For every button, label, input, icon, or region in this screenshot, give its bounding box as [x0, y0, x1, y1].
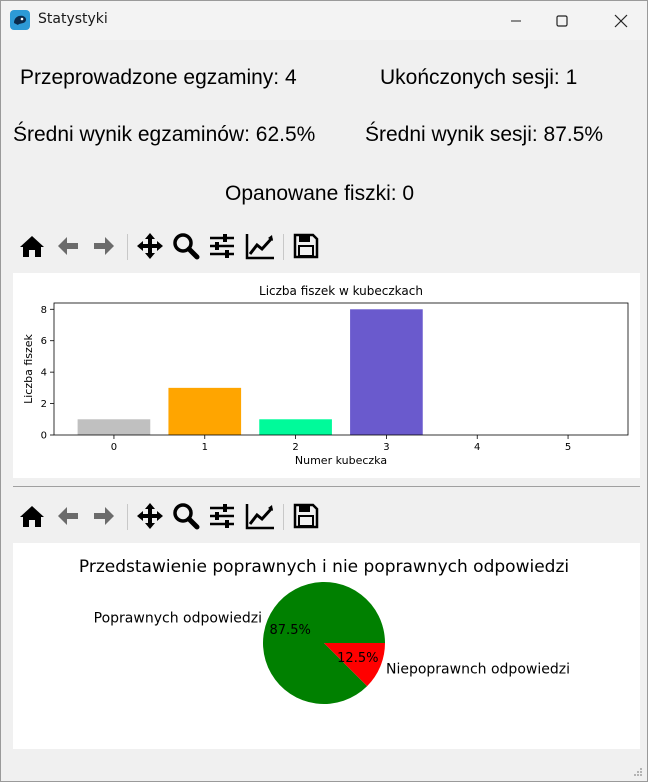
- pan-icon: [137, 233, 163, 259]
- back-arrow-icon: [58, 507, 78, 525]
- bar-0: [77, 419, 151, 435]
- back-arrow-icon: [58, 237, 78, 255]
- toolbar-separator: [127, 504, 128, 530]
- chart1-toolbar: [17, 230, 327, 264]
- pie-slice-1: [324, 643, 385, 687]
- pie-chart-title: Przedstawienie poprawnych i nie poprawny…: [79, 557, 569, 577]
- x-axis-label: Numer kubeczka: [295, 454, 387, 467]
- x-tick-label: 5: [565, 442, 571, 453]
- y-axis-label: Liczba fiszek: [22, 333, 35, 403]
- zoom-button[interactable]: [171, 500, 201, 532]
- maximize-icon: [556, 14, 568, 27]
- avg-session-label: Średni wynik sesji: 87.5%: [365, 123, 604, 146]
- y-tick-label: 4: [41, 368, 47, 379]
- forward-arrow-icon: [94, 237, 114, 255]
- configure-subplots-icon: [210, 234, 234, 258]
- forward-button[interactable]: [89, 230, 119, 262]
- save-button[interactable]: [291, 230, 321, 262]
- y-tick-label: 6: [41, 336, 47, 347]
- configure-subplots-button[interactable]: [207, 500, 237, 532]
- y-tick-label: 0: [41, 431, 47, 442]
- window-title: Statystyki: [38, 11, 108, 27]
- close-icon: [614, 14, 628, 27]
- zoom-button[interactable]: [171, 230, 201, 262]
- y-tick-label: 8: [41, 305, 47, 316]
- back-button[interactable]: [53, 500, 83, 532]
- back-button[interactable]: [53, 230, 83, 262]
- home-button[interactable]: [17, 500, 47, 532]
- minimize-icon: [511, 20, 521, 21]
- edit-axis-icon: [245, 234, 274, 260]
- edit-axis-icon: [245, 504, 274, 530]
- app-icon: [10, 10, 30, 30]
- pie-slice-label: Niepoprawnch odpowiedzi: [386, 662, 570, 678]
- x-tick-label: 4: [474, 442, 480, 453]
- toolbar-separator: [283, 234, 284, 260]
- pan-button[interactable]: [135, 500, 165, 532]
- pan-button[interactable]: [135, 230, 165, 262]
- zoom-icon: [173, 503, 200, 530]
- x-tick-label: 3: [383, 442, 389, 453]
- x-tick-label: 2: [292, 442, 298, 453]
- bar-1: [168, 387, 242, 435]
- forward-arrow-icon: [94, 507, 114, 525]
- avg-exam-label: Średni wynik egzaminów: 62.5%: [13, 123, 316, 146]
- forward-button[interactable]: [89, 500, 119, 532]
- bar-chart-axes-frame: [53, 302, 629, 436]
- mastered-label: Opanowane fiszki: 0: [225, 182, 415, 205]
- title-bar[interactable]: Statystyki: [1, 1, 647, 40]
- home-icon: [20, 236, 44, 257]
- configure-subplots-icon: [210, 504, 234, 528]
- home-button[interactable]: [17, 230, 47, 262]
- zoom-icon: [173, 233, 200, 260]
- edit-axis-button[interactable]: [245, 500, 275, 532]
- resize-grip-icon[interactable]: [633, 767, 643, 777]
- minimize-button[interactable]: [493, 1, 539, 40]
- x-tick-label: 0: [111, 442, 117, 453]
- edit-axis-button[interactable]: [245, 230, 275, 262]
- exams-done-label: Przeprowadzone egzaminy: 4: [20, 66, 297, 89]
- save-icon: [293, 503, 319, 529]
- pie-slice-label: Poprawnych odpowiedzi: [94, 610, 262, 626]
- x-tick-label: 1: [202, 442, 208, 453]
- bar-chart-panel: Liczba fiszek w kubeczkach 0 1 2 3 4 5 0 2 4 6 8 Num…: [13, 273, 640, 478]
- pie-chart: Przedstawienie poprawnych i nie poprawny…: [79, 557, 570, 704]
- sessions-done-label: Ukończonych sesji: 1: [380, 66, 578, 89]
- maximize-button[interactable]: [539, 1, 585, 40]
- toolbar-separator: [283, 504, 284, 530]
- save-button[interactable]: [291, 500, 321, 532]
- pie-pct-label: 12.5%: [337, 651, 378, 666]
- y-tick-label: 2: [41, 399, 47, 410]
- toolbar-separator: [127, 234, 128, 260]
- pie-pct-label: 87.5%: [270, 623, 311, 638]
- home-icon: [20, 506, 44, 527]
- chart2-toolbar: [17, 500, 327, 534]
- save-icon: [293, 233, 319, 259]
- bar-chart: Liczba fiszek w kubeczkach 0 1 2 3 4 5 0 2 4 6 8 Num…: [22, 284, 629, 467]
- configure-subplots-button[interactable]: [207, 230, 237, 262]
- pan-icon: [137, 503, 163, 529]
- chart-divider: [13, 486, 640, 487]
- pie-chart-panel: Przedstawienie poprawnych i nie poprawny…: [13, 543, 640, 749]
- bar-2: [259, 419, 332, 435]
- bar-3: [350, 309, 423, 435]
- bar-chart-title: Liczba fiszek w kubeczkach: [259, 284, 423, 298]
- close-button[interactable]: [598, 1, 644, 40]
